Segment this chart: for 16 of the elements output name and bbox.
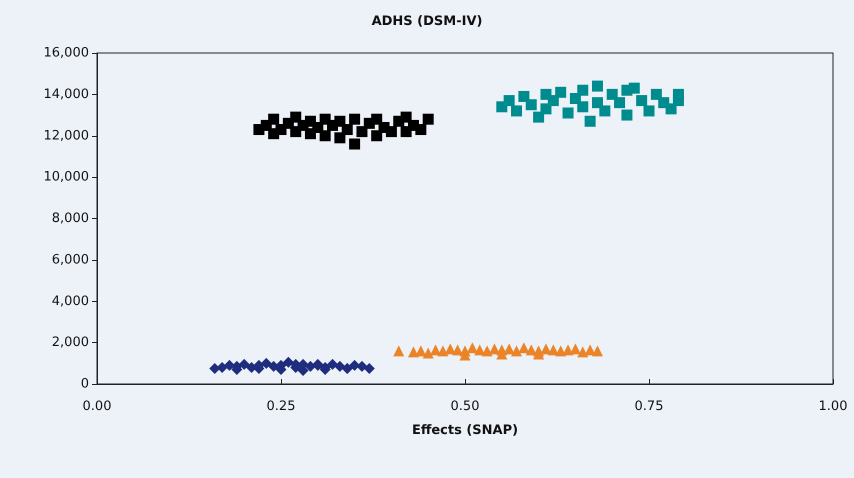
y-tick-label: 0 — [80, 376, 89, 392]
y-tick-label: 16,000 — [44, 46, 89, 60]
y-tick-label: 8,000 — [52, 211, 89, 226]
x-axis-title: Effects (SNAP) — [412, 423, 518, 438]
x-tick-label: 1.00 — [818, 399, 848, 414]
y-tick-label: 12,000 — [44, 128, 89, 144]
y-tick-label: 10,000 — [44, 170, 89, 185]
y-tick-label: 6,000 — [52, 252, 89, 268]
y-tick-label: 2,000 — [52, 335, 89, 350]
x-tick-label: 0.25 — [266, 399, 296, 414]
x-tick-label: 0.50 — [450, 399, 480, 414]
y-tick-label: 4,000 — [52, 294, 89, 309]
y-tick-label: 14,000 — [44, 86, 89, 102]
x-tick-label: 0.75 — [634, 399, 664, 414]
chart-title: ADHS (DSM-IV) — [372, 14, 482, 29]
x-tick-label: 0.00 — [82, 399, 112, 414]
